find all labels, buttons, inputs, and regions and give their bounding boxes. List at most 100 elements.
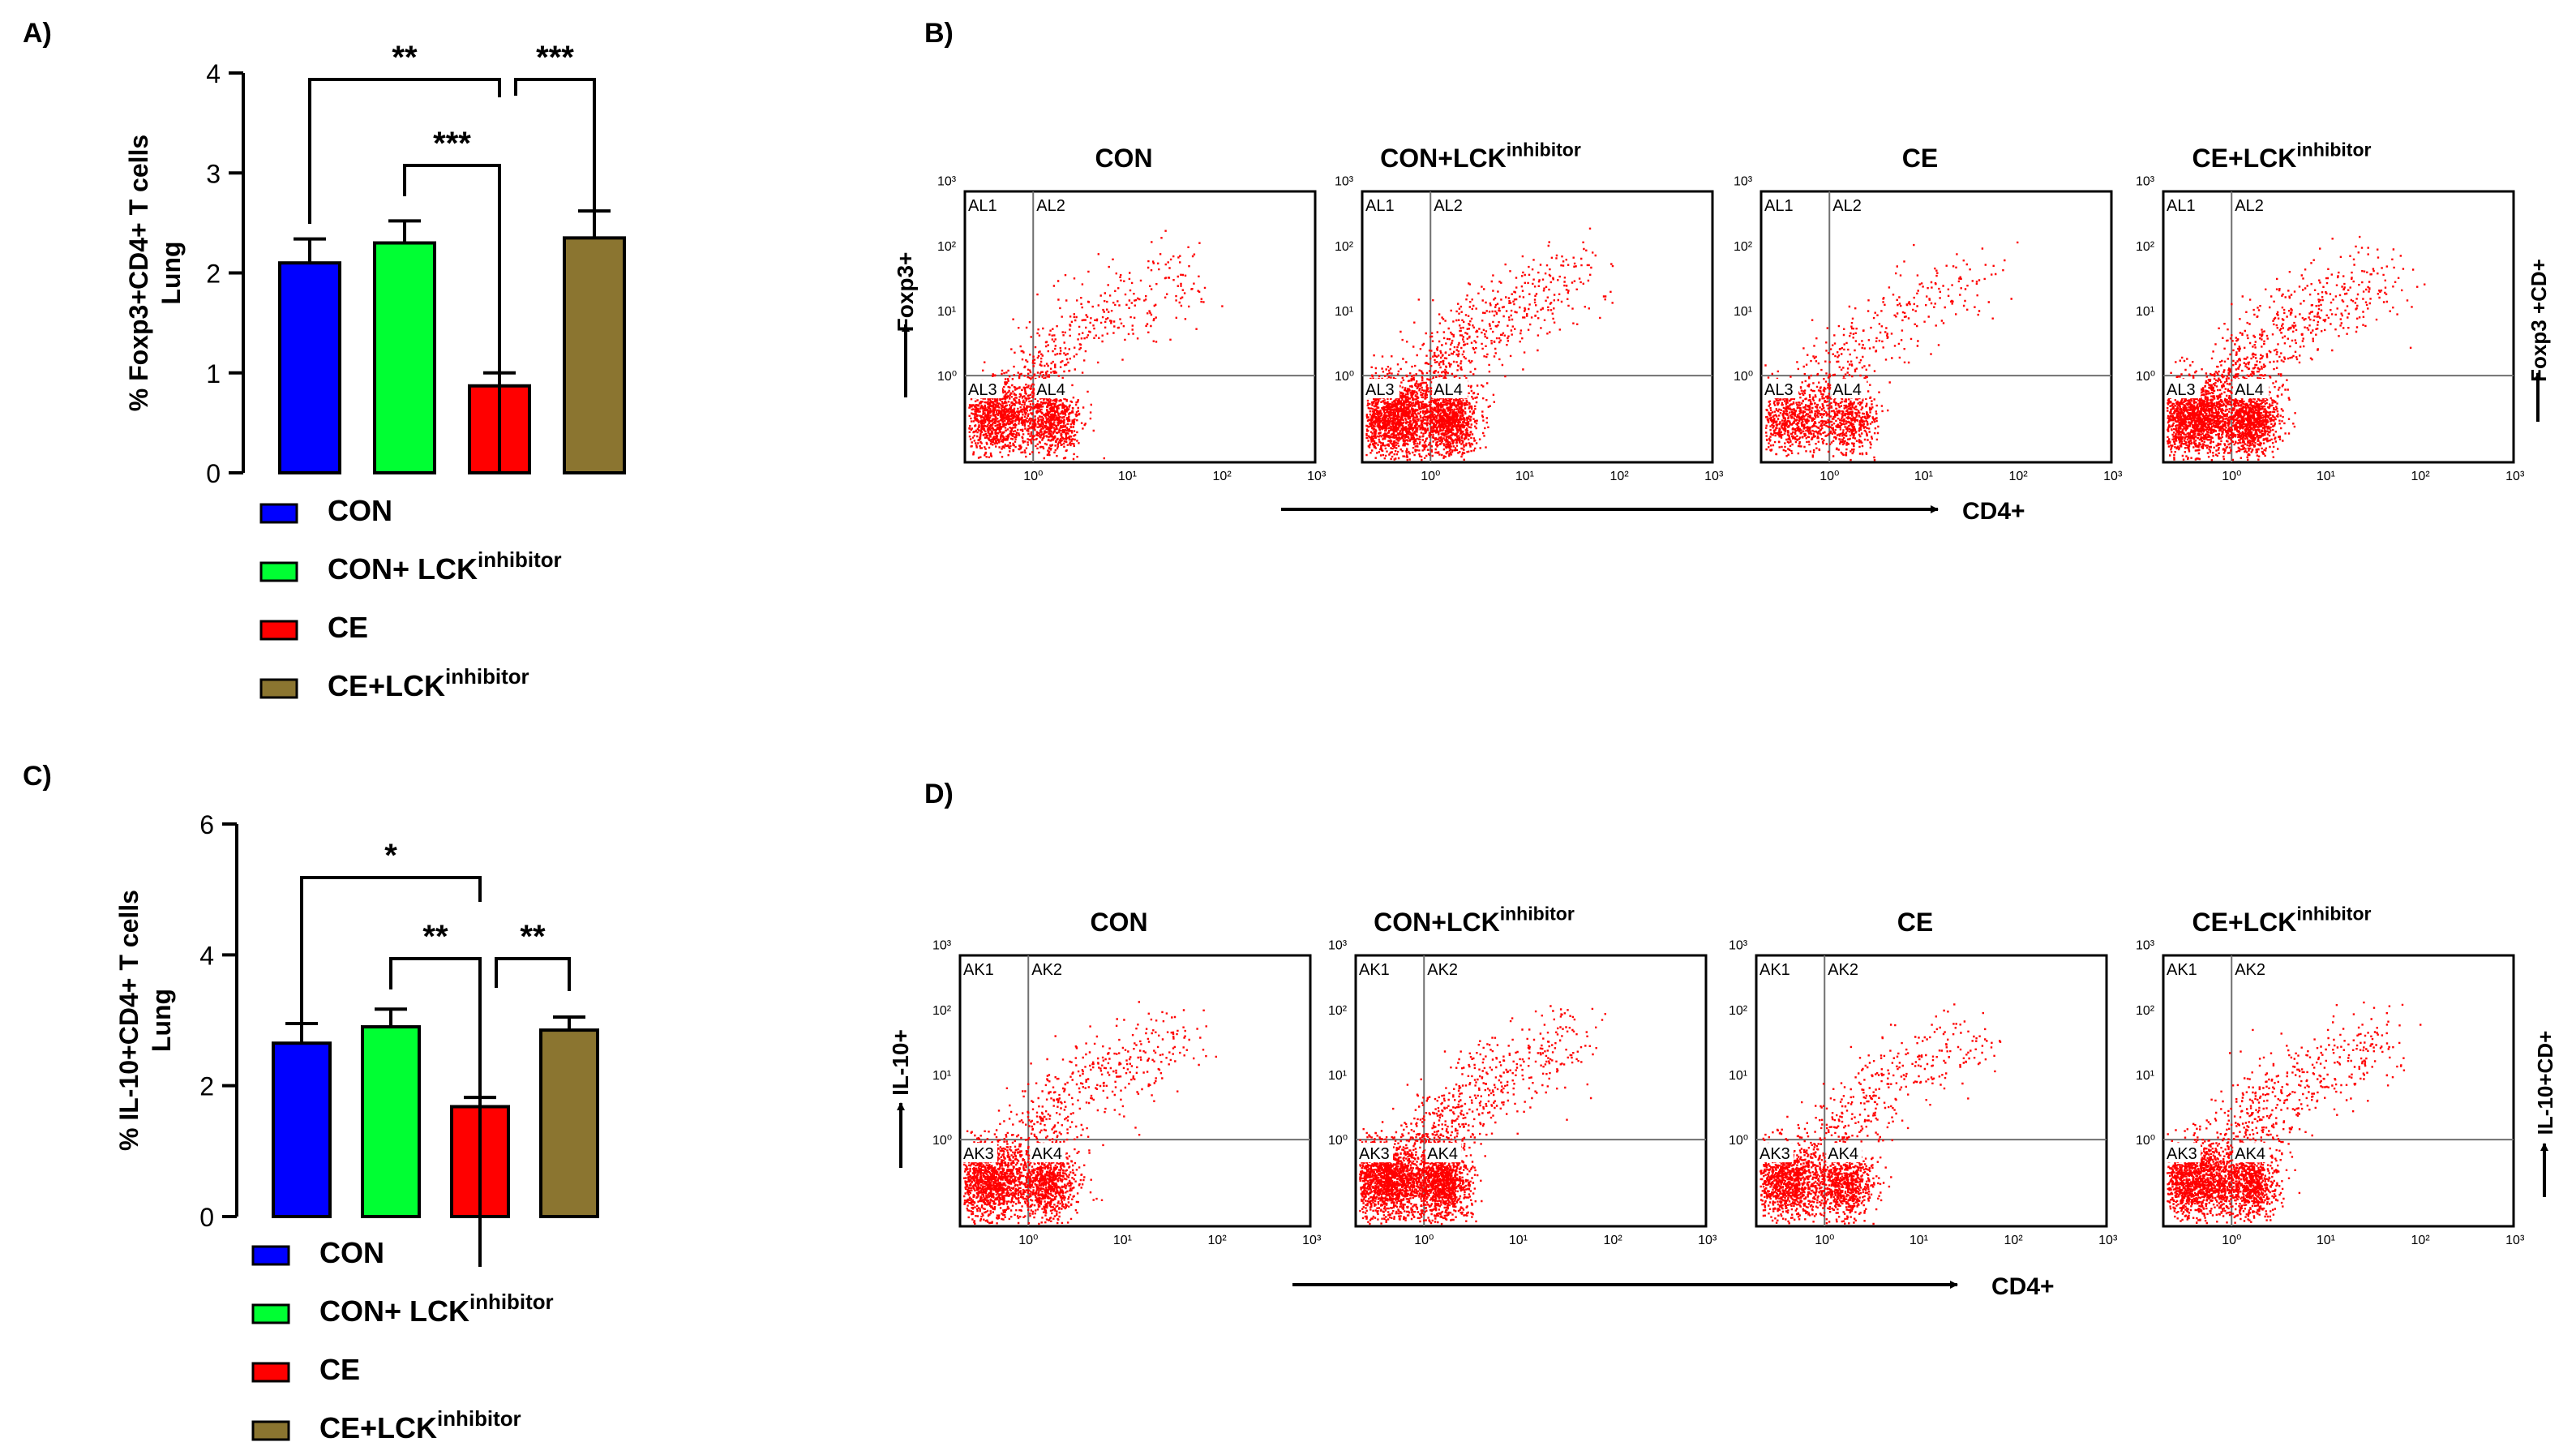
y-tick-label: 10³ [1335, 175, 1354, 189]
x-tick-label: 10³ [1704, 470, 1724, 483]
panel-letter-b: B) [924, 18, 954, 49]
quadrant-bg [1758, 1143, 1794, 1163]
bar-3 [539, 1028, 599, 1218]
plot-title: CE [1902, 144, 1938, 173]
quadrant-bg [967, 379, 1002, 399]
plot-frame [958, 954, 1312, 1228]
quadrant-label-AK1: AK1 [963, 961, 994, 979]
legend-label-1: CON+ LCKinhibitor [328, 549, 562, 586]
quadrant-label-AL4: AL4 [2235, 381, 2264, 399]
legend-label-0: CON [328, 494, 392, 527]
bar-1 [361, 1025, 421, 1218]
y-tick-label: 10⁰ [2136, 1134, 2155, 1148]
scatter-dots [963, 1001, 1217, 1225]
scatter-dots [968, 230, 1224, 461]
legend-swatch-0 [259, 503, 298, 524]
flow-b-plot-1: CON+LCKinhibitor AL1 AL2 AL3 AL4 10⁰ 10¹ 10² 10³… [1335, 139, 1724, 483]
legend-label-3: CE+LCKinhibitor [319, 1408, 521, 1444]
quadrant-bg [1758, 959, 1794, 978]
x-tick-label: 10² [1610, 470, 1630, 483]
quadrant-label-AK2: AK2 [1427, 961, 1458, 979]
quadrant-bg [962, 959, 997, 978]
y-tick-label: 10³ [937, 175, 957, 189]
quadrant-label-AL1: AL1 [1365, 197, 1395, 215]
x-tick-label: 10¹ [2317, 1234, 2335, 1247]
quadrant-label-AL3: AL3 [1365, 381, 1395, 399]
quadrant-bg [1357, 1143, 1393, 1163]
quadrant-label-AL3: AL3 [968, 381, 997, 399]
scatter-dots [2167, 1001, 2422, 1225]
flow-b-plot-2: CE AL1 AL2 AL3 AL4 10⁰ 10¹ 10² 10³ 10⁰ 10¹ 10² 10³ [1734, 144, 2123, 483]
x-tick-label: 10⁰ [2222, 1234, 2241, 1247]
y-tick-label: 3 [206, 159, 221, 188]
significance-bracket-0 [308, 78, 501, 224]
x-tick-label: 10⁰ [1819, 470, 1839, 483]
flow-d-plot-0: CON AK1 AK2 AK3 AK4 10⁰ 10¹ 10² 10³ 10⁰ 10¹ 10² 10³ [932, 908, 1322, 1247]
scatter-dots [2167, 235, 2426, 461]
significance-bracket-1 [389, 957, 482, 1267]
quadrant-bg [1364, 195, 1399, 214]
y-tick-label: 10² [932, 1004, 952, 1018]
significance-bracket-2 [403, 164, 501, 474]
x-tick-label: 10² [1604, 1234, 1623, 1247]
x-tick-label: 10³ [1302, 1234, 1322, 1247]
quadrant-label-AK4: AK4 [1427, 1145, 1458, 1163]
quadrant-bg [1826, 1143, 1862, 1163]
scatter-dots [1759, 1003, 2002, 1225]
quadrant-bg [1826, 959, 1862, 978]
flow-d-right-label: IL-10+CD+ [2533, 1031, 2557, 1135]
flow-b-plot-0: CON AL1 AL2 AL3 AL4 10⁰ 10¹ 10² 10³ 10⁰ 10¹ 10² 10³ [937, 144, 1327, 483]
x-tick-label: 10¹ [1509, 1234, 1528, 1247]
panel-letter-a: A) [23, 18, 52, 49]
y-tick-label: 10¹ [1328, 1069, 1347, 1083]
y-tick-label: 10³ [2136, 939, 2155, 953]
y-tick-label: 10⁰ [932, 1134, 952, 1148]
x-tick-label: 10⁰ [1815, 1234, 1834, 1247]
quadrant-bg [1763, 195, 1798, 214]
flow-b-x-label: CD4+ [1962, 498, 2025, 525]
quadrant-label-AK4: AK4 [1031, 1145, 1062, 1163]
x-tick-label: 10⁰ [1023, 470, 1043, 483]
y-tick-label: 10³ [1729, 939, 1748, 953]
quadrant-label-AK3: AK3 [963, 1145, 994, 1163]
quadrant-bg [1030, 959, 1066, 978]
bar-1 [373, 241, 436, 474]
quadrant-bg [1035, 379, 1071, 399]
y-tick-label: 2 [199, 1072, 214, 1101]
significance-label-0: * [384, 838, 397, 873]
quadrant-bg [1432, 195, 1468, 214]
significance-label-2: ** [520, 919, 546, 955]
x-tick-label: 10² [1213, 470, 1232, 483]
significance-bracket-2 [495, 957, 571, 991]
x-tick-label: 10² [2004, 1234, 2024, 1247]
y-tick-label: 10⁰ [1328, 1134, 1348, 1148]
y-tick-label: 10¹ [1734, 305, 1752, 319]
y-tick-label: 10¹ [1729, 1069, 1747, 1083]
y-axis-label: % IL-10+CD4+ T cells [114, 890, 144, 1151]
quadrant-label-AL2: AL2 [1036, 197, 1065, 215]
flow-b-y-label: Foxp3+ [893, 252, 918, 333]
y-tick-label: 10⁰ [1729, 1134, 1748, 1148]
significance-bracket-0 [300, 876, 482, 1024]
quadrant-bg [1357, 959, 1393, 978]
plot-title: CON+LCKinhibitor [1380, 139, 1581, 173]
quadrant-bg [1425, 959, 1462, 978]
y-tick-label: 0 [206, 459, 221, 488]
significance-label-0: ** [392, 40, 418, 75]
significance-label-2: *** [433, 126, 471, 161]
y-tick-label: 10³ [1328, 939, 1348, 953]
legend-label-0: CON [319, 1236, 384, 1269]
quadrant-label-AK2: AK2 [1031, 961, 1062, 979]
legend-swatch-3 [259, 678, 298, 699]
quadrant-label-AK1: AK1 [2167, 961, 2197, 979]
flow-d-plot-3: CE+LCKinhibitor AK1 AK2 AK3 AK4 10⁰ 10¹ 10² 10³ 1… [2136, 903, 2525, 1247]
y-tick-label: 10¹ [937, 305, 956, 319]
x-tick-label: 10¹ [1515, 470, 1534, 483]
x-tick-label: 10³ [1307, 470, 1327, 483]
y-tick-label: 2 [206, 260, 221, 289]
x-tick-label: 10¹ [2317, 470, 2335, 483]
x-tick-label: 10³ [2505, 1234, 2525, 1247]
y-tick-label: 10⁰ [1734, 370, 1753, 384]
